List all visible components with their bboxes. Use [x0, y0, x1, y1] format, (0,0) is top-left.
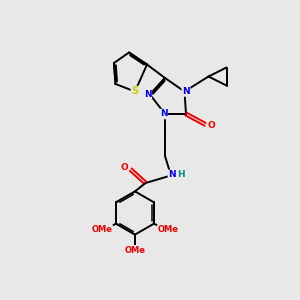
Text: S: S — [131, 86, 139, 97]
Text: N: N — [182, 87, 190, 96]
Text: N: N — [160, 110, 167, 118]
Text: OMe: OMe — [158, 225, 179, 234]
Text: H: H — [177, 170, 184, 179]
Text: OMe: OMe — [91, 225, 112, 234]
Text: N: N — [144, 90, 152, 99]
Text: O: O — [121, 163, 128, 172]
Text: OMe: OMe — [124, 246, 146, 255]
Text: O: O — [207, 122, 215, 130]
Text: N: N — [168, 170, 176, 179]
